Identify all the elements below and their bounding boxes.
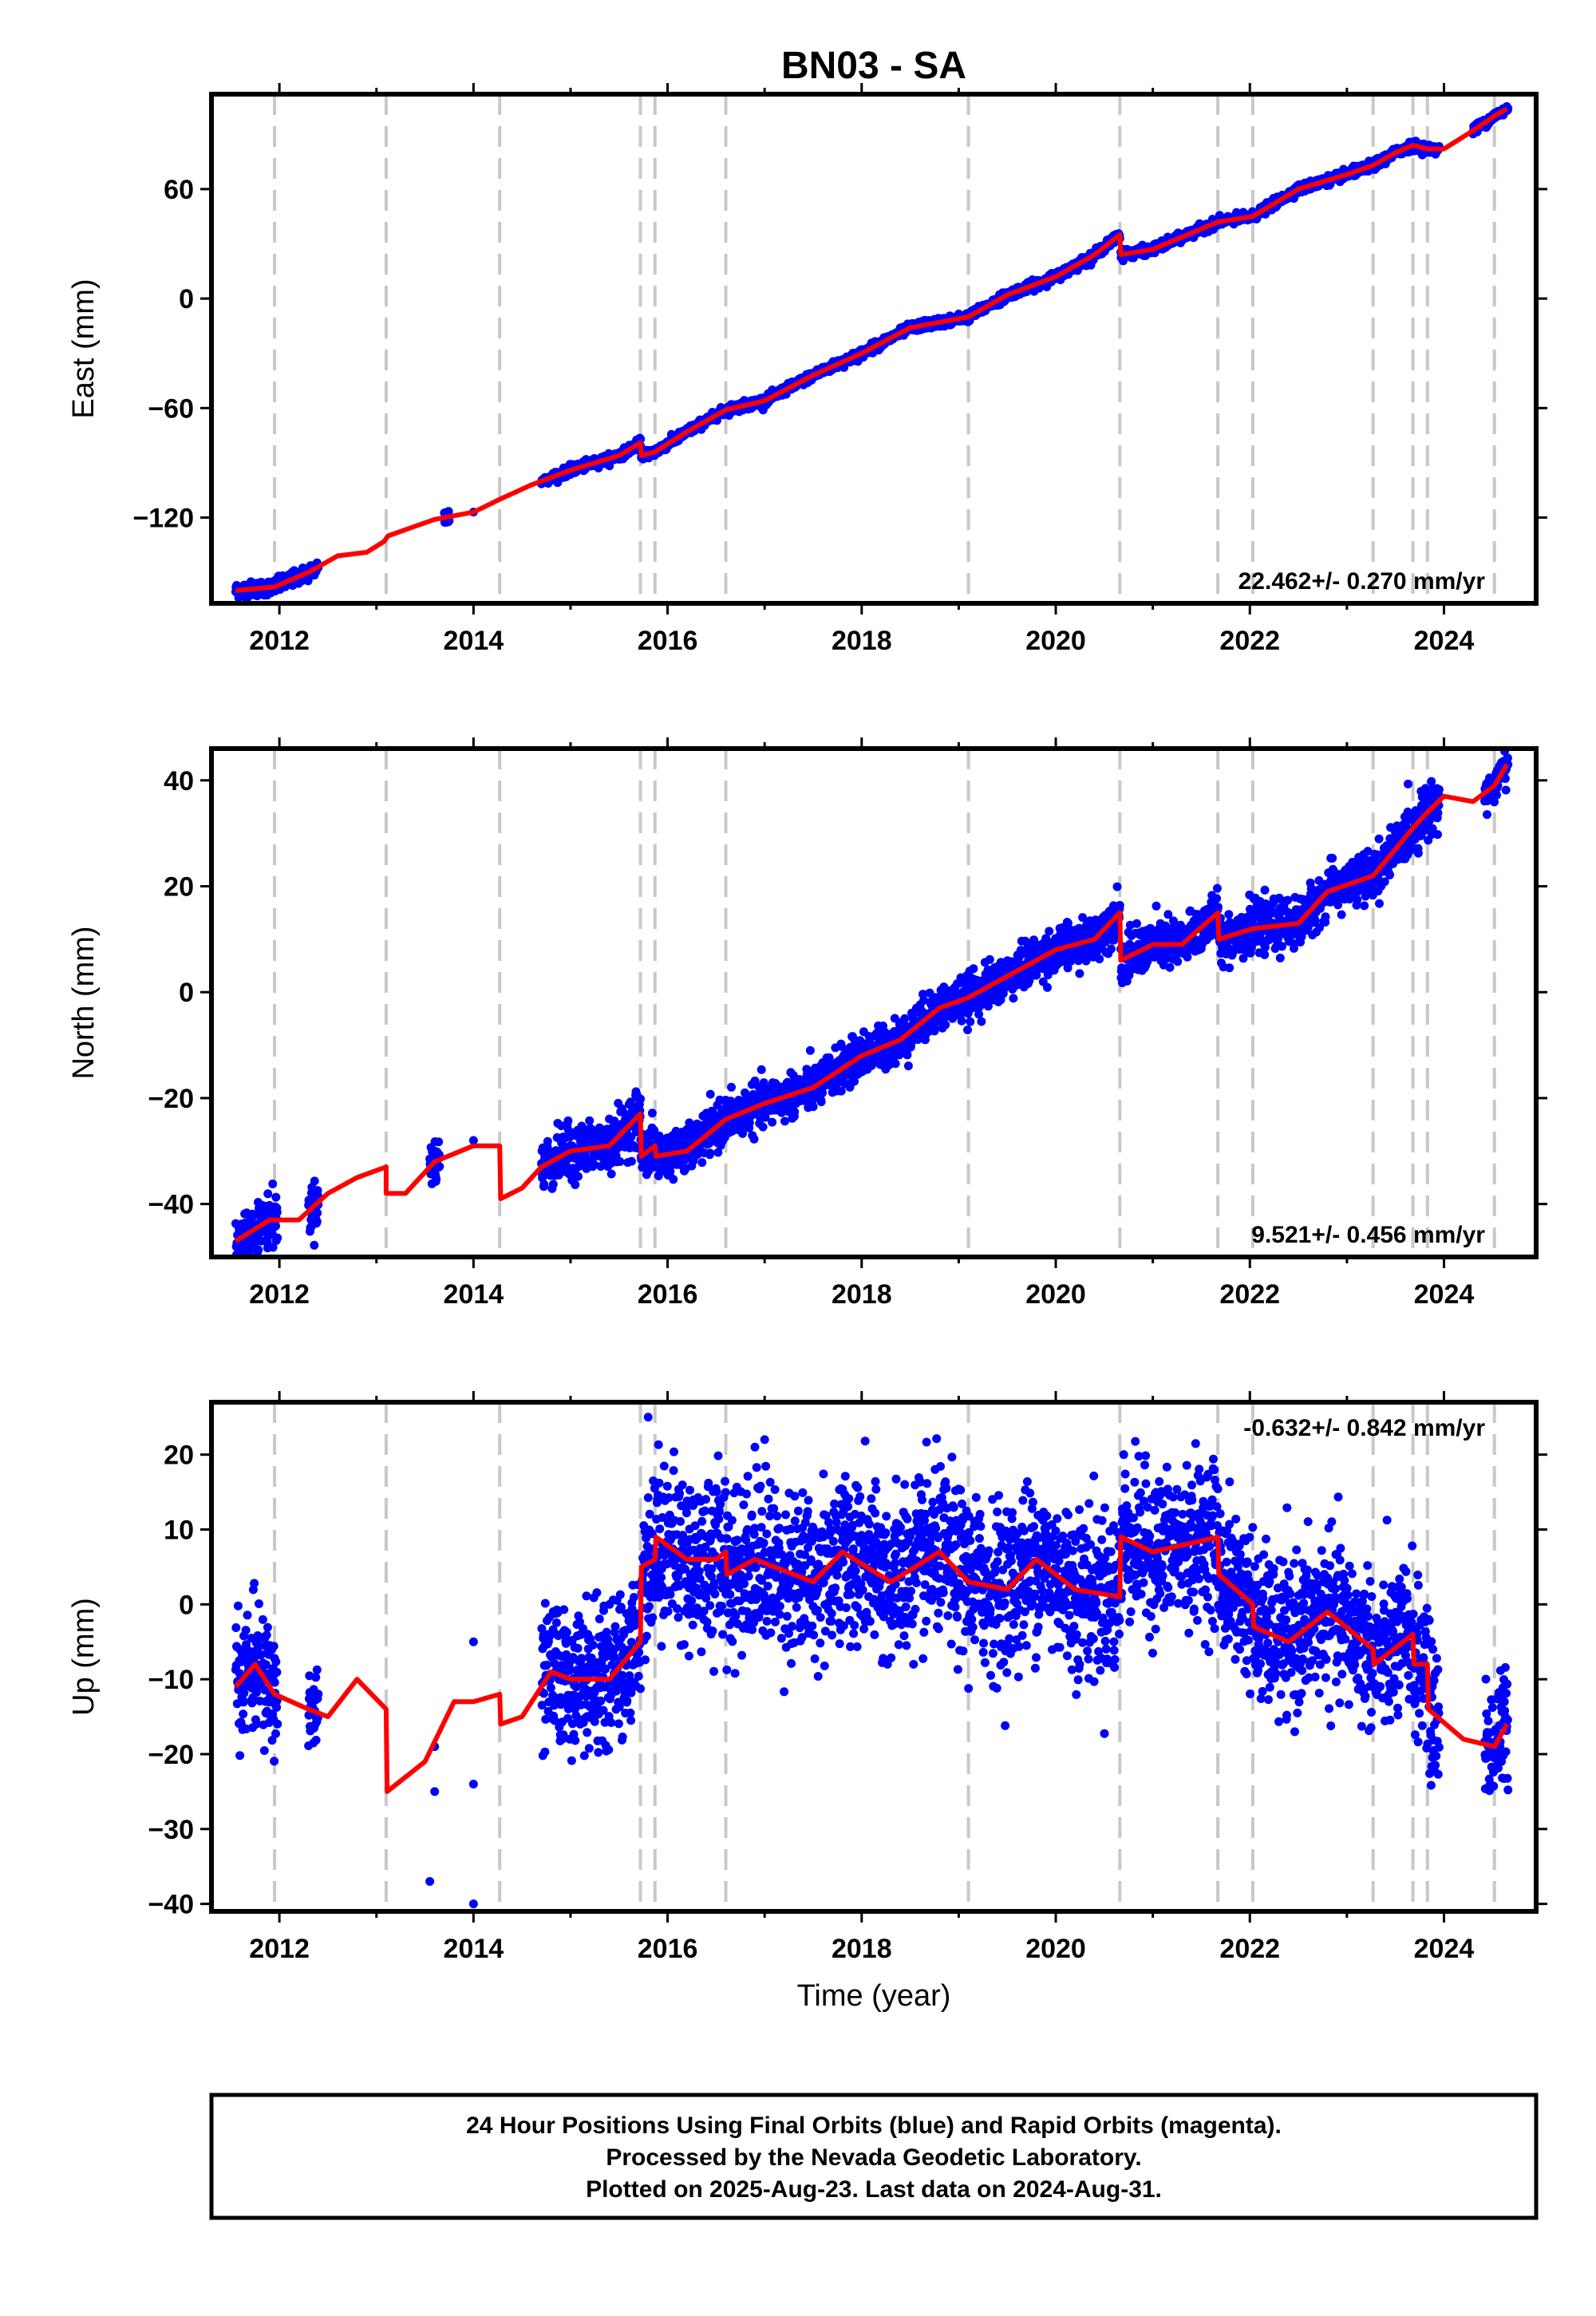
x-tick-label: 2024 [1414, 626, 1475, 656]
data-point [669, 1175, 678, 1184]
data-point [818, 1088, 828, 1097]
east-plot-area [231, 94, 1513, 603]
data-point [254, 1245, 263, 1255]
data-point [271, 1192, 281, 1202]
x-tick-label: 2016 [638, 626, 698, 656]
x-tick-label: 2022 [1219, 626, 1280, 656]
data-point [816, 1097, 826, 1107]
data-point [727, 1082, 736, 1092]
data-point [636, 1094, 646, 1104]
y-tick-label: −60 [148, 393, 194, 424]
data-point [615, 1157, 625, 1166]
data-point [750, 1076, 760, 1085]
data-point [713, 1148, 723, 1157]
data-point [271, 1221, 280, 1231]
y-tick-label: 0 [179, 284, 194, 314]
data-point [757, 1065, 766, 1074]
data-point [272, 1207, 282, 1217]
east-frame [209, 92, 1539, 606]
data-point [310, 1240, 319, 1250]
data-point [745, 1118, 754, 1128]
data-point [263, 1189, 273, 1199]
data-point [738, 1128, 747, 1138]
data-point [313, 1208, 322, 1218]
data-point [650, 1125, 659, 1135]
data-point [606, 1169, 616, 1179]
data-point [596, 1162, 606, 1171]
data-point [574, 1172, 583, 1181]
data-point [805, 1045, 815, 1055]
data-point [790, 1107, 800, 1117]
data-point [780, 1117, 789, 1126]
data-point [837, 1041, 847, 1051]
data-point [836, 1086, 846, 1096]
data-point [585, 1116, 595, 1125]
data-point [312, 1217, 322, 1227]
chart-title: BN03 - SA [781, 45, 966, 87]
data-point [705, 1089, 715, 1099]
data-point [231, 1259, 240, 1267]
x-tick-label: 2018 [832, 626, 892, 656]
data-point [647, 1109, 657, 1118]
x-tick-label: 2014 [444, 626, 504, 656]
data-point [273, 1233, 282, 1243]
data-point [543, 1136, 552, 1146]
east-panel: −120 −60 0 60 2012 2014 2016 2018 2020 2022 2024 Ea… [67, 83, 1547, 656]
east-data-points [231, 102, 1513, 603]
y-tick-label: −120 [132, 504, 194, 534]
east-y-axis-label: East (mm) [67, 279, 101, 418]
data-point [435, 1162, 444, 1172]
data-point [563, 1116, 573, 1125]
data-point [705, 1139, 714, 1148]
north-data-points [231, 749, 1513, 1267]
data-point [432, 1174, 441, 1184]
data-point [697, 1158, 707, 1168]
east-rate-label: 22.462+/- 0.270 mm/yr [1238, 568, 1486, 595]
data-point [539, 1180, 549, 1189]
data-point [903, 1061, 913, 1071]
data-point [900, 1014, 910, 1023]
data-point [626, 1156, 636, 1166]
north-plot-area [231, 749, 1513, 1267]
data-point [268, 1180, 278, 1188]
data-point [749, 1134, 759, 1144]
data-point [808, 1102, 818, 1112]
x-tick-label: 2012 [249, 626, 310, 656]
data-point [903, 1050, 912, 1060]
data-point [768, 1117, 777, 1127]
east-model-line [235, 106, 1508, 593]
data-point [571, 1180, 580, 1189]
data-point [548, 1180, 558, 1189]
data-point [268, 1243, 278, 1252]
data-point [758, 1122, 768, 1132]
data-point [310, 1176, 319, 1186]
y-tick-label: 60 [164, 175, 194, 205]
data-point [890, 1014, 899, 1023]
data-point [705, 1148, 715, 1158]
data-point [434, 1137, 444, 1147]
x-tick-label: 2020 [1025, 626, 1086, 656]
data-point [891, 1059, 900, 1069]
